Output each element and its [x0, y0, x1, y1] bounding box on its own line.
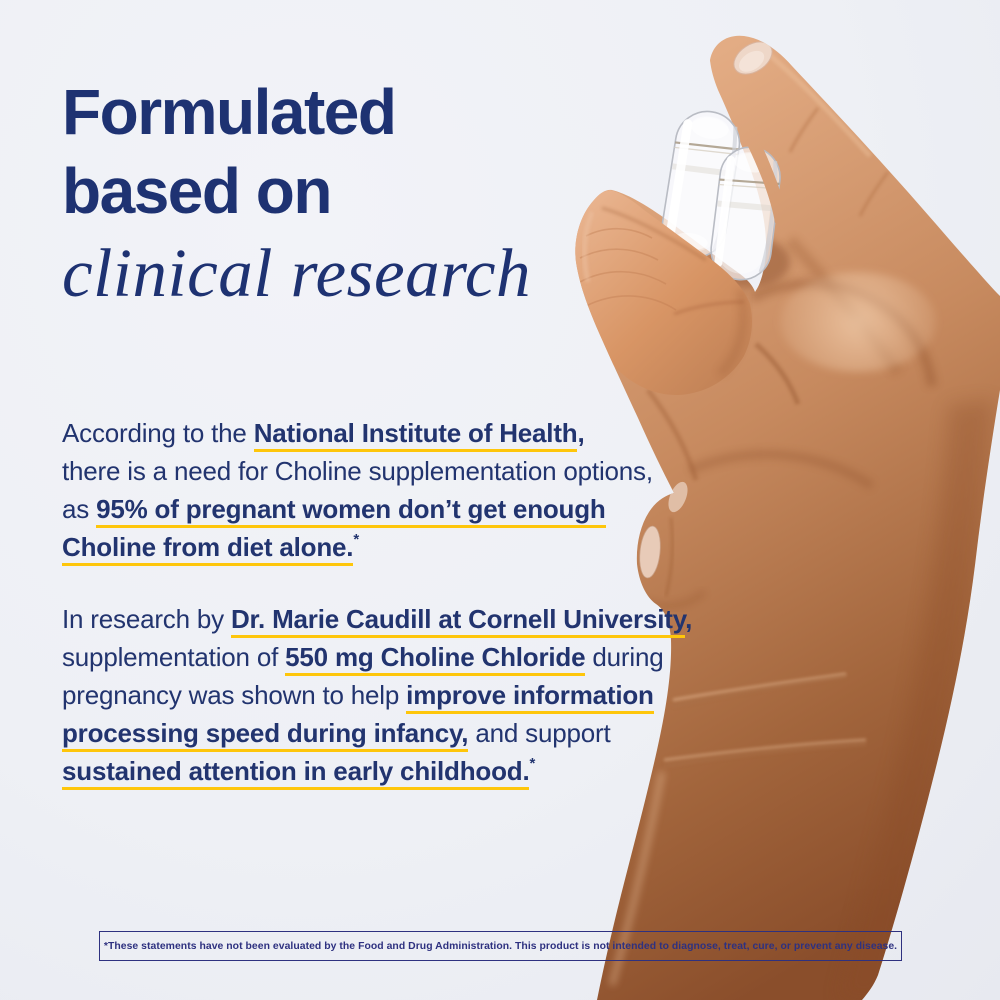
- text-segment: there is a need for Choline supplementat…: [62, 456, 653, 486]
- text-segment: *: [353, 531, 359, 549]
- highlighted-phrase: Choline from diet alone.: [62, 532, 354, 566]
- text-segment: ,: [577, 418, 585, 448]
- index-fingernail: [733, 41, 773, 75]
- headline-line-1: Formulated: [62, 76, 397, 148]
- index-finger-pad: [710, 60, 787, 223]
- text-segment: during: [585, 642, 664, 672]
- folded-finger-nail: [639, 481, 688, 579]
- text-segment: as: [62, 494, 97, 524]
- text-segment: *: [529, 755, 536, 773]
- text-segment: and support: [468, 718, 611, 748]
- highlighted-phrase: processing speed during infancy,: [62, 718, 469, 752]
- text-segment: ,: [685, 604, 693, 634]
- paragraph-cornell: In research by Dr. Marie Caudill at Corn…: [62, 600, 722, 790]
- highlighted-phrase: Dr. Marie Caudill at Cornell University: [230, 604, 685, 638]
- text-segment: According to the: [62, 418, 254, 448]
- disclaimer-text: *These statements have not been evaluate…: [103, 940, 898, 952]
- headline-line-3-italic: clinical research: [62, 235, 531, 311]
- highlighted-phrase: National Institute of Health: [253, 418, 578, 452]
- text-line: supplementation of 550 mg Choline Chlori…: [62, 638, 722, 676]
- text-line: pregnancy was shown to help improve info…: [62, 676, 722, 714]
- text-line: sustained attention in early childhood.*: [62, 752, 722, 790]
- disclaimer-box: *These statements have not been evaluate…: [99, 931, 902, 961]
- text-segment: supplementation of: [62, 642, 286, 672]
- text-line: In research by Dr. Marie Caudill at Corn…: [62, 600, 722, 638]
- text-line: Choline from diet alone.*: [62, 528, 722, 566]
- headline-line-2: based on: [62, 155, 332, 227]
- text-segment: In research by: [62, 604, 231, 634]
- highlighted-phrase: 550 mg Choline Chloride: [285, 642, 586, 676]
- text-segment: pregnancy was shown to help: [62, 680, 407, 710]
- text-line: there is a need for Choline supplementat…: [62, 452, 722, 490]
- thumb: [575, 190, 752, 395]
- highlighted-phrase: sustained attention in early childhood.: [62, 756, 530, 790]
- text-line: as 95% of pregnant women don’t get enoug…: [62, 490, 722, 528]
- highlighted-phrase: 95% of pregnant women don’t get enough: [96, 494, 606, 528]
- text-line: According to the National Institute of H…: [62, 414, 722, 452]
- capsule-2: [710, 146, 781, 281]
- paragraph-nih: According to the National Institute of H…: [62, 414, 722, 566]
- text-line: processing speed during infancy, and sup…: [62, 714, 722, 752]
- highlighted-phrase: improve information: [406, 680, 654, 714]
